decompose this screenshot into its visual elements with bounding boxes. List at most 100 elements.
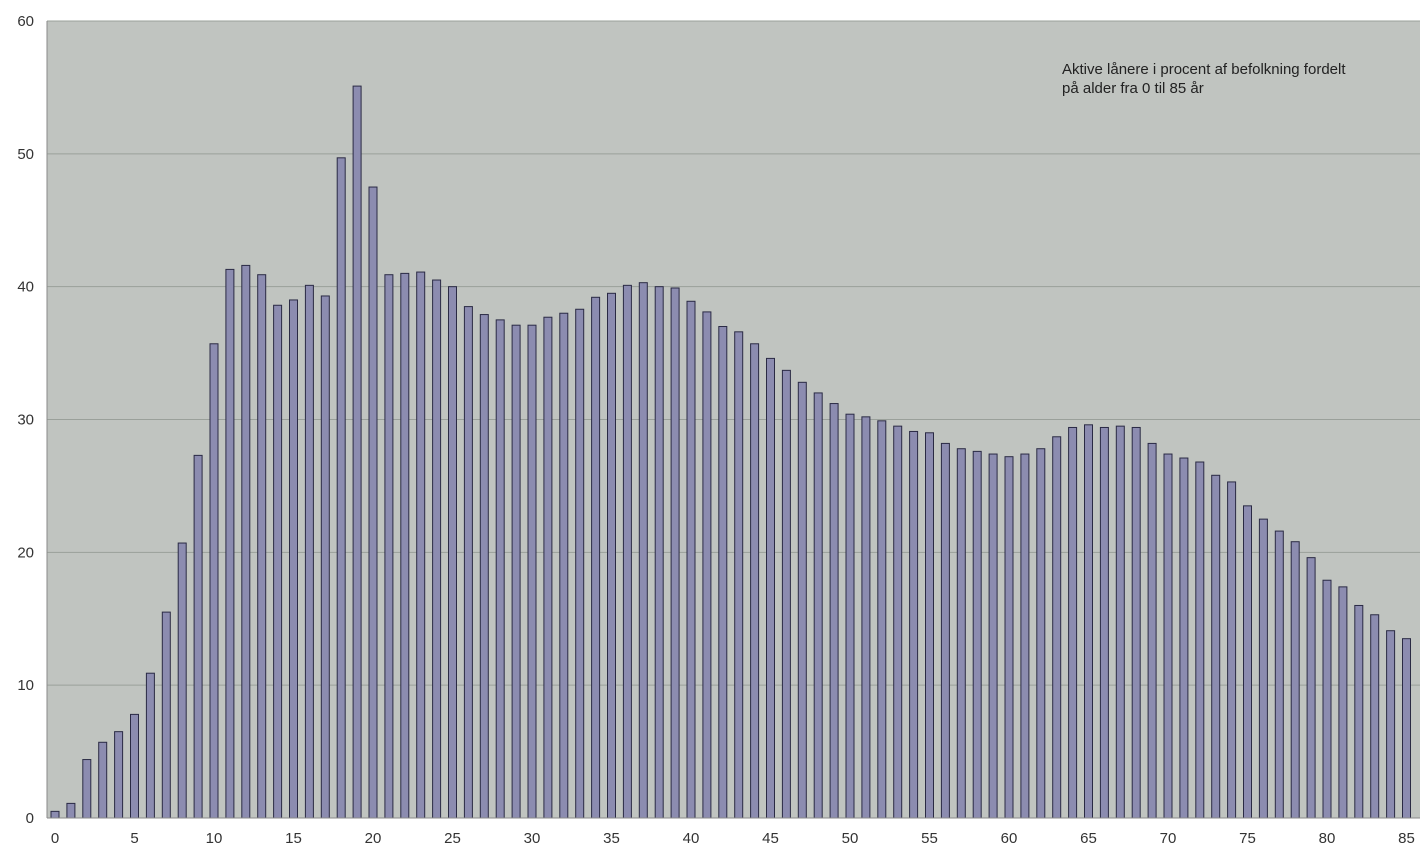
bar-21 (384, 274, 394, 819)
annotation-line-1: Aktive lånere i procent af befolkning fo… (1062, 61, 1346, 78)
bar-10 (209, 343, 219, 819)
bar-39 (670, 287, 680, 819)
y-tick-label-40: 40 (17, 279, 34, 296)
bar-72 (1195, 461, 1205, 819)
bars (50, 85, 1411, 819)
y-tick-label-10: 10 (17, 677, 34, 694)
x-tick-labels: 0 5 10 15 20 25 30 35 40 45 50 55 60 65 70 75 80 85 (51, 830, 1415, 847)
bar-69 (1147, 442, 1157, 819)
bar-4 (114, 731, 124, 819)
bar-24 (432, 279, 442, 819)
bar-78 (1290, 541, 1300, 819)
bar-1 (66, 802, 76, 819)
y-tick-label-0: 0 (26, 810, 34, 827)
x-tick-label-75: 75 (1239, 830, 1256, 847)
x-tick-label-85: 85 (1398, 830, 1415, 847)
bar-55 (925, 432, 934, 819)
bar-25 (448, 286, 457, 819)
bar-46 (781, 369, 791, 819)
bar-36 (622, 284, 632, 819)
bar-40 (686, 300, 696, 819)
chart-annotation: Aktive lånere i procent af befolkning fo… (1062, 60, 1412, 98)
x-tick-label-55: 55 (921, 830, 938, 847)
x-tick-label-80: 80 (1319, 830, 1336, 847)
y-tick-label-50: 50 (17, 146, 34, 163)
bar-20 (368, 186, 378, 819)
bar-57 (956, 448, 966, 819)
bar-41 (702, 311, 712, 819)
bar-33 (575, 308, 585, 819)
bar-16 (304, 284, 314, 819)
bar-56 (940, 442, 950, 819)
bar-15 (289, 299, 298, 819)
bar-47 (797, 381, 807, 819)
bar-61 (1020, 453, 1030, 819)
bar-76 (1258, 518, 1268, 819)
bar-28 (495, 319, 505, 819)
annotation-line-2: på alder fra 0 til 85 år (1062, 80, 1204, 97)
x-tick-label-60: 60 (1001, 830, 1018, 847)
bar-17 (320, 295, 330, 819)
bar-7 (161, 611, 171, 819)
x-tick-label-20: 20 (365, 830, 382, 847)
bar-83 (1370, 614, 1380, 819)
bar-32 (559, 312, 569, 819)
bar-54 (909, 430, 919, 819)
bar-71 (1179, 457, 1189, 819)
bar-44 (750, 343, 760, 819)
bar-51 (861, 416, 871, 819)
bar-74 (1227, 481, 1237, 819)
bar-8 (177, 542, 187, 819)
bar-80 (1322, 579, 1332, 819)
bar-79 (1306, 557, 1316, 819)
bar-58 (972, 450, 982, 819)
bar-49 (829, 403, 839, 819)
x-tick-label-5: 5 (130, 830, 138, 847)
bar-64 (1068, 426, 1078, 819)
bar-9 (193, 454, 203, 819)
bar-26 (463, 306, 473, 819)
x-tick-label-70: 70 (1160, 830, 1177, 847)
bar-5 (130, 713, 139, 819)
bar-14 (273, 304, 283, 819)
bar-12 (241, 264, 251, 819)
bar-35 (607, 292, 616, 819)
bar-65 (1084, 424, 1093, 819)
bar-30 (527, 324, 537, 819)
bar-68 (1131, 426, 1141, 819)
bar-77 (1274, 530, 1284, 819)
bar-75 (1243, 505, 1252, 819)
bar-53 (893, 425, 903, 819)
y-tick-label-30: 30 (17, 412, 34, 429)
x-tick-label-15: 15 (285, 830, 302, 847)
bar-11 (225, 268, 235, 819)
x-tick-label-65: 65 (1080, 830, 1097, 847)
bar-3 (98, 741, 108, 819)
bar-62 (1036, 448, 1046, 819)
bar-85 (1402, 638, 1411, 819)
bar-18 (336, 157, 346, 819)
bar-23 (416, 271, 426, 819)
bar-34 (591, 296, 601, 819)
y-tick-labels: 0 10 20 30 40 50 60 (17, 13, 34, 827)
bar-59 (988, 453, 998, 819)
bar-48 (813, 392, 823, 819)
x-tick-label-45: 45 (762, 830, 779, 847)
bar-42 (718, 326, 728, 819)
x-tick-label-25: 25 (444, 830, 461, 847)
bar-38 (654, 286, 664, 819)
bar-45 (766, 357, 775, 819)
bar-13 (257, 274, 267, 819)
bar-66 (1099, 426, 1109, 819)
bar-29 (511, 324, 521, 819)
y-tick-label-20: 20 (17, 544, 34, 561)
x-tick-label-10: 10 (206, 830, 223, 847)
x-tick-label-35: 35 (603, 830, 620, 847)
x-tick-label-40: 40 (683, 830, 700, 847)
bar-22 (400, 272, 410, 819)
bar-2 (82, 759, 92, 819)
bar-63 (1052, 436, 1062, 819)
bar-52 (877, 420, 887, 819)
x-tick-label-0: 0 (51, 830, 59, 847)
